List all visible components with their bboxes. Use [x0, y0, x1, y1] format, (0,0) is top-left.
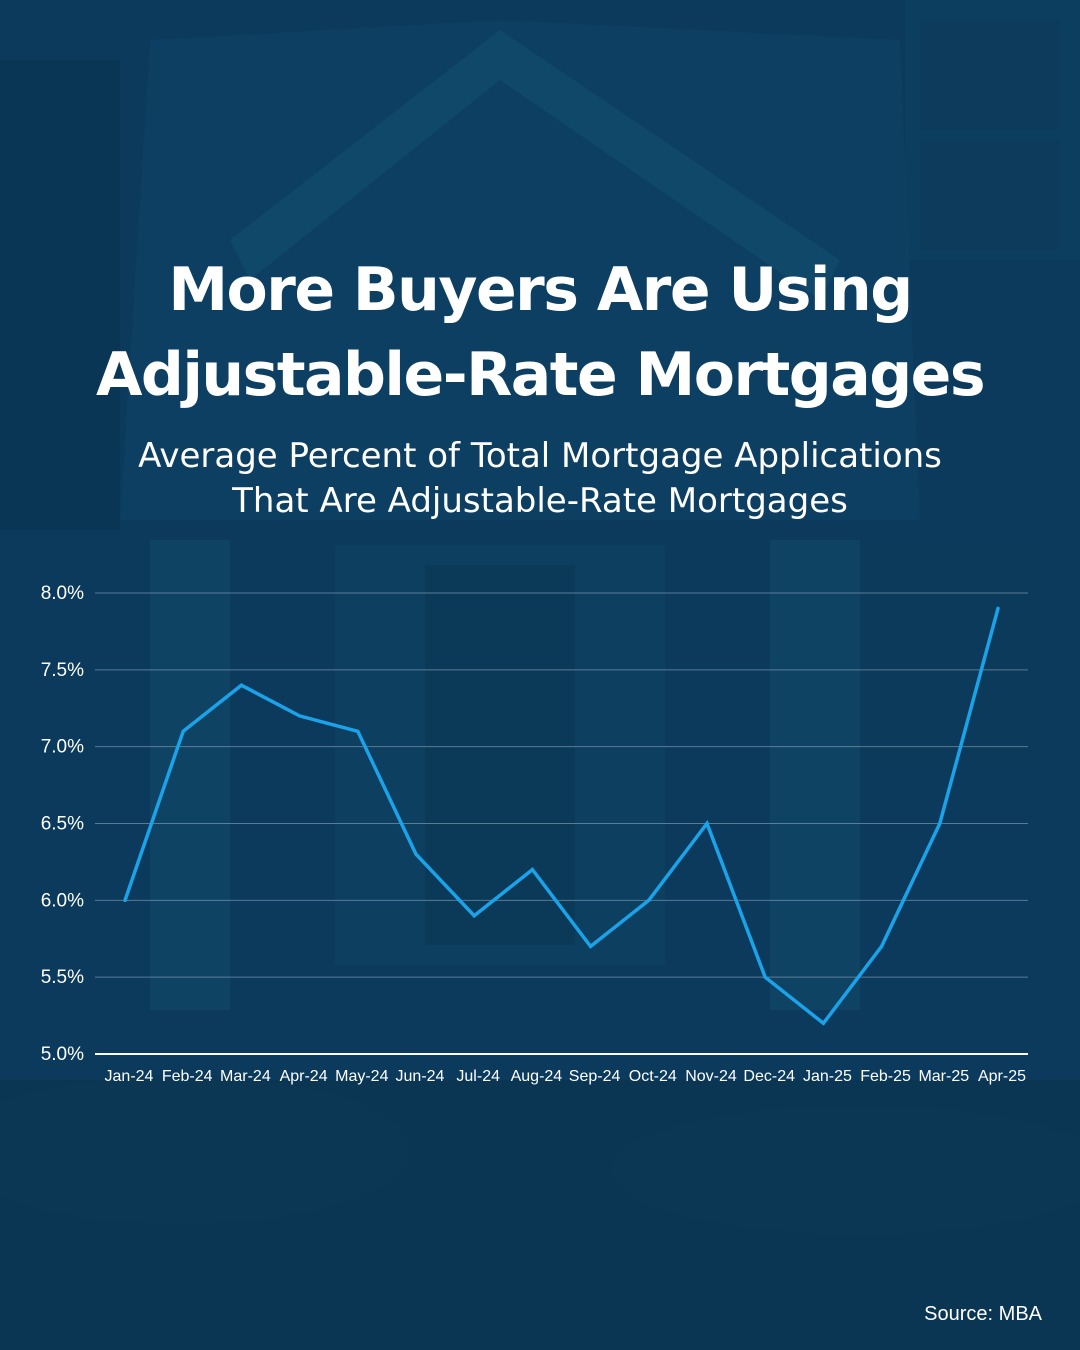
y-tick-label: 7.0% [41, 737, 84, 758]
x-tick-label: Apr-25 [978, 1068, 1026, 1085]
series-line [123, 606, 1000, 1026]
x-tick-label: Nov-24 [685, 1068, 737, 1085]
gridlines [95, 592, 1028, 978]
x-tick-label: Jun-24 [396, 1068, 445, 1085]
x-tick-label: Jan-25 [803, 1068, 852, 1085]
data-point [763, 975, 767, 979]
x-tick-label: Mar-24 [220, 1068, 271, 1085]
data-point [880, 944, 884, 949]
series-group [123, 606, 1000, 1026]
data-point [239, 683, 243, 687]
y-tick-label: 7.5% [41, 660, 84, 681]
x-tick-label: Apr-24 [280, 1068, 328, 1085]
y-tick-label: 6.5% [41, 814, 84, 835]
x-tick-label: Jan-24 [105, 1068, 154, 1085]
x-axis-ticks: Jan-24 Feb-24 Mar-24 Apr-24 May-24 Jun-24 Jul-… [105, 1068, 1027, 1085]
y-tick-label: 5.5% [41, 967, 84, 988]
x-tick-label: Aug-24 [511, 1068, 563, 1085]
y-axis-ticks: 5.0% 5.5% 6.0% 6.5% 7.0% 7.5% 8.0% [41, 583, 84, 1065]
data-point [821, 1021, 826, 1025]
data-point [414, 852, 418, 856]
x-tick-label: Dec-24 [743, 1068, 795, 1085]
data-point [996, 606, 1000, 610]
subtitle-line-2: That Are Adjustable-Rate Mortgages [232, 481, 848, 521]
x-tick-label: Oct-24 [629, 1068, 677, 1085]
y-tick-label: 6.0% [41, 890, 84, 911]
data-point [530, 868, 535, 872]
subtitle-line-1: Average Percent of Total Mortgage Applic… [138, 436, 942, 476]
data-point [938, 821, 942, 826]
x-tick-label: Feb-24 [162, 1068, 213, 1085]
data-point [705, 821, 709, 826]
data-point [181, 729, 185, 733]
data-point [589, 944, 593, 949]
data-point [472, 914, 476, 918]
x-tick-label: May-24 [335, 1068, 388, 1085]
data-point [647, 898, 651, 902]
y-tick-label: 8.0% [41, 583, 84, 604]
data-point [356, 729, 360, 733]
x-tick-label: Sep-24 [569, 1068, 621, 1085]
x-tick-label: Feb-25 [860, 1068, 911, 1085]
x-tick-label: Mar-25 [918, 1068, 969, 1085]
data-point [298, 714, 302, 718]
page-subtitle: Average Percent of Total Mortgage Applic… [0, 434, 1080, 524]
y-tick-label: 5.0% [41, 1044, 84, 1065]
page-title: More Buyers Are Using Adjustable-Rate Mo… [0, 248, 1080, 418]
title-line-2: Adjustable-Rate Mortgages [95, 340, 986, 410]
x-tick-label: Jul-24 [456, 1068, 500, 1085]
title-line-1: More Buyers Are Using [168, 255, 913, 325]
source-note: Source: MBA [924, 1303, 1042, 1325]
data-point [123, 898, 127, 902]
